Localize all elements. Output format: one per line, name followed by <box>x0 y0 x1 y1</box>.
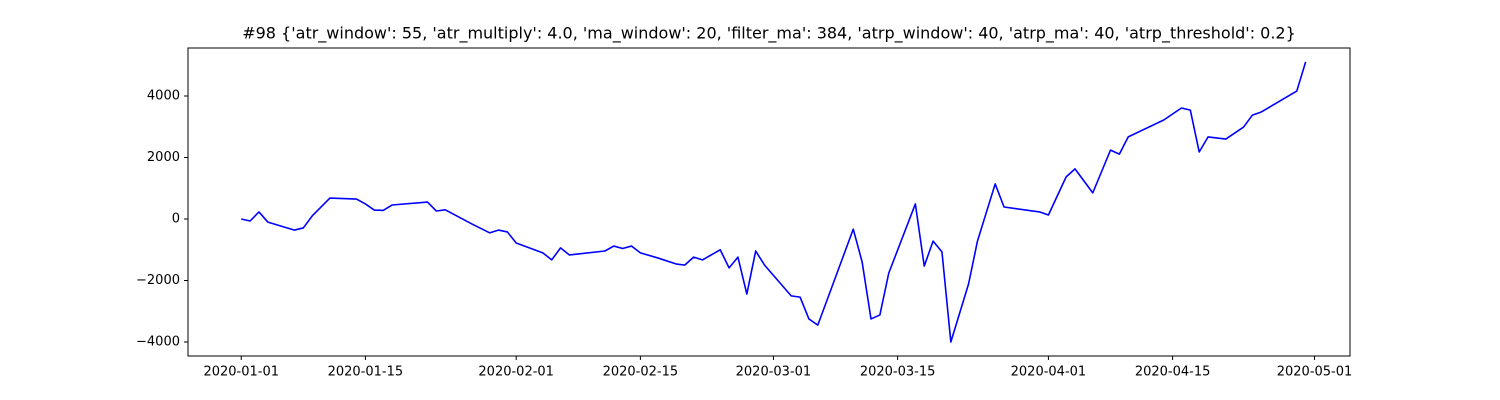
plot-frame <box>187 47 1351 357</box>
x-tick-label: 2020-03-15 <box>860 365 936 380</box>
y-tick-label: 4000 <box>147 89 180 104</box>
chart-title: #98 {'atr_window': 55, 'atr_multiply': 4… <box>242 24 1296 44</box>
y-tick-label: −2000 <box>136 273 180 288</box>
x-tick-label: 2020-01-15 <box>328 365 404 380</box>
line-series <box>241 61 1307 343</box>
x-tick-label: 2020-02-01 <box>478 365 554 380</box>
x-tick-label: 2020-04-01 <box>1011 365 1087 380</box>
y-tick-label: −4000 <box>136 335 180 350</box>
y-tick-label: 2000 <box>147 150 180 165</box>
x-tick-label: 2020-05-01 <box>1277 365 1353 380</box>
x-tick-label: 2020-02-15 <box>603 365 679 380</box>
y-tick-label: 0 <box>172 212 180 227</box>
x-tick-label: 2020-04-15 <box>1135 365 1211 380</box>
x-tick-label: 2020-01-01 <box>203 365 279 380</box>
x-tick-label: 2020-03-01 <box>736 365 812 380</box>
